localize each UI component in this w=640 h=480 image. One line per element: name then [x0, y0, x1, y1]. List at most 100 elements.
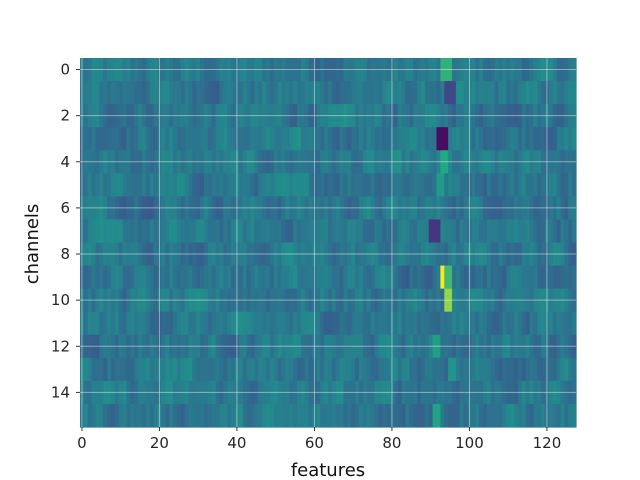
heatmap-cell	[552, 196, 558, 221]
heatmap-cell	[378, 242, 383, 267]
heatmap-cell	[506, 127, 511, 151]
heatmap-cell	[320, 288, 325, 313]
heatmap-cell	[393, 334, 399, 359]
heatmap-cell	[436, 288, 441, 313]
heatmap-cell	[324, 242, 329, 267]
heatmap-cell	[362, 403, 368, 428]
heatmap-cell	[266, 242, 271, 267]
heatmap-cell	[231, 150, 236, 174]
heatmap-cell	[421, 173, 426, 197]
heatmap-cell	[126, 104, 131, 128]
heatmap-cell	[397, 334, 403, 359]
heatmap-cell	[246, 288, 252, 313]
heatmap-cell	[548, 173, 554, 197]
heatmap-cell	[111, 219, 116, 244]
heatmap-cell	[393, 242, 399, 267]
heatmap-cell	[223, 173, 228, 197]
heatmap-cell	[91, 311, 97, 336]
heatmap-cell	[366, 81, 372, 105]
heatmap-cell	[289, 288, 294, 313]
heatmap-cell	[266, 265, 271, 290]
heatmap-cell	[254, 265, 259, 290]
heatmap-cell	[316, 196, 321, 221]
heatmap-cell	[269, 334, 275, 359]
heatmap-cell	[134, 288, 139, 313]
heatmap-cell	[196, 380, 201, 405]
heatmap-cell	[366, 288, 372, 313]
heatmap-cell	[378, 219, 383, 244]
heatmap-cell	[537, 334, 542, 359]
heatmap-cell	[281, 196, 286, 221]
y-axis-label: channels	[22, 204, 43, 285]
heatmap-cell	[204, 150, 209, 174]
heatmap-cell	[475, 357, 480, 382]
heatmap-cell	[417, 219, 422, 244]
heatmap-cell	[432, 196, 438, 221]
heatmap-cell	[289, 81, 294, 105]
heatmap-cell	[490, 58, 496, 82]
heatmap-cell	[331, 357, 337, 382]
heatmap-cell	[409, 127, 414, 151]
heatmap-cell	[211, 104, 217, 128]
heatmap-cell	[188, 334, 193, 359]
heatmap-cell	[114, 380, 120, 405]
heatmap-cell	[308, 104, 314, 128]
heatmap-cell	[149, 357, 155, 382]
heatmap-cell	[455, 242, 461, 267]
heatmap-cell	[471, 219, 476, 244]
heatmap-cell	[207, 311, 213, 336]
heatmap-cell	[572, 104, 577, 128]
heatmap-cell	[300, 58, 306, 82]
heatmap-cell	[572, 173, 577, 197]
heatmap-cell	[304, 150, 310, 174]
heatmap-cell	[525, 242, 531, 267]
heatmap-cell	[114, 219, 120, 244]
heatmap-cell	[293, 81, 298, 105]
heatmap-cell	[386, 104, 391, 128]
heatmap-cell	[560, 311, 565, 336]
heatmap-cell	[331, 288, 337, 313]
heatmap-cell	[343, 196, 348, 221]
heatmap-cell	[122, 334, 128, 359]
heatmap-cell	[83, 288, 89, 313]
heatmap-cell	[498, 288, 503, 313]
heatmap-cell	[289, 357, 294, 382]
heatmap-cell	[87, 58, 93, 82]
heatmap-cell	[165, 173, 170, 197]
heatmap-cell	[169, 127, 174, 151]
heatmap-cell	[304, 288, 310, 313]
heatmap-cell	[134, 104, 139, 128]
heatmap-cell	[444, 58, 449, 82]
heatmap-cell	[351, 127, 356, 151]
heatmap-cell	[242, 265, 248, 290]
heatmap-cell	[347, 173, 352, 197]
heatmap-cell	[374, 357, 379, 382]
heatmap-cell	[386, 150, 391, 174]
heatmap-cell	[459, 150, 465, 174]
heatmap-cell	[467, 357, 472, 382]
heatmap-cell	[184, 288, 190, 313]
heatmap-cell	[126, 403, 131, 428]
heatmap-cell	[498, 196, 503, 221]
heatmap-cell	[479, 334, 484, 359]
heatmap-cell	[165, 219, 170, 244]
heatmap-cell	[335, 334, 341, 359]
heatmap-cell	[463, 265, 469, 290]
heatmap-cell	[486, 58, 492, 82]
heatmap-cell	[529, 311, 534, 336]
heatmap-cell	[320, 173, 325, 197]
heatmap-cell	[436, 265, 441, 290]
heatmap-cell	[331, 334, 337, 359]
heatmap-cell	[215, 380, 221, 405]
heatmap-cell	[180, 380, 186, 405]
heatmap-cell	[231, 242, 236, 267]
heatmap-cell	[362, 265, 368, 290]
heatmap-cell	[316, 219, 321, 244]
heatmap-cell	[529, 81, 534, 105]
heatmap-cell	[169, 242, 174, 267]
heatmap-cell	[347, 150, 352, 174]
heatmap-cell	[87, 380, 93, 405]
heatmap-cell	[405, 196, 410, 221]
heatmap-cell	[335, 265, 341, 290]
